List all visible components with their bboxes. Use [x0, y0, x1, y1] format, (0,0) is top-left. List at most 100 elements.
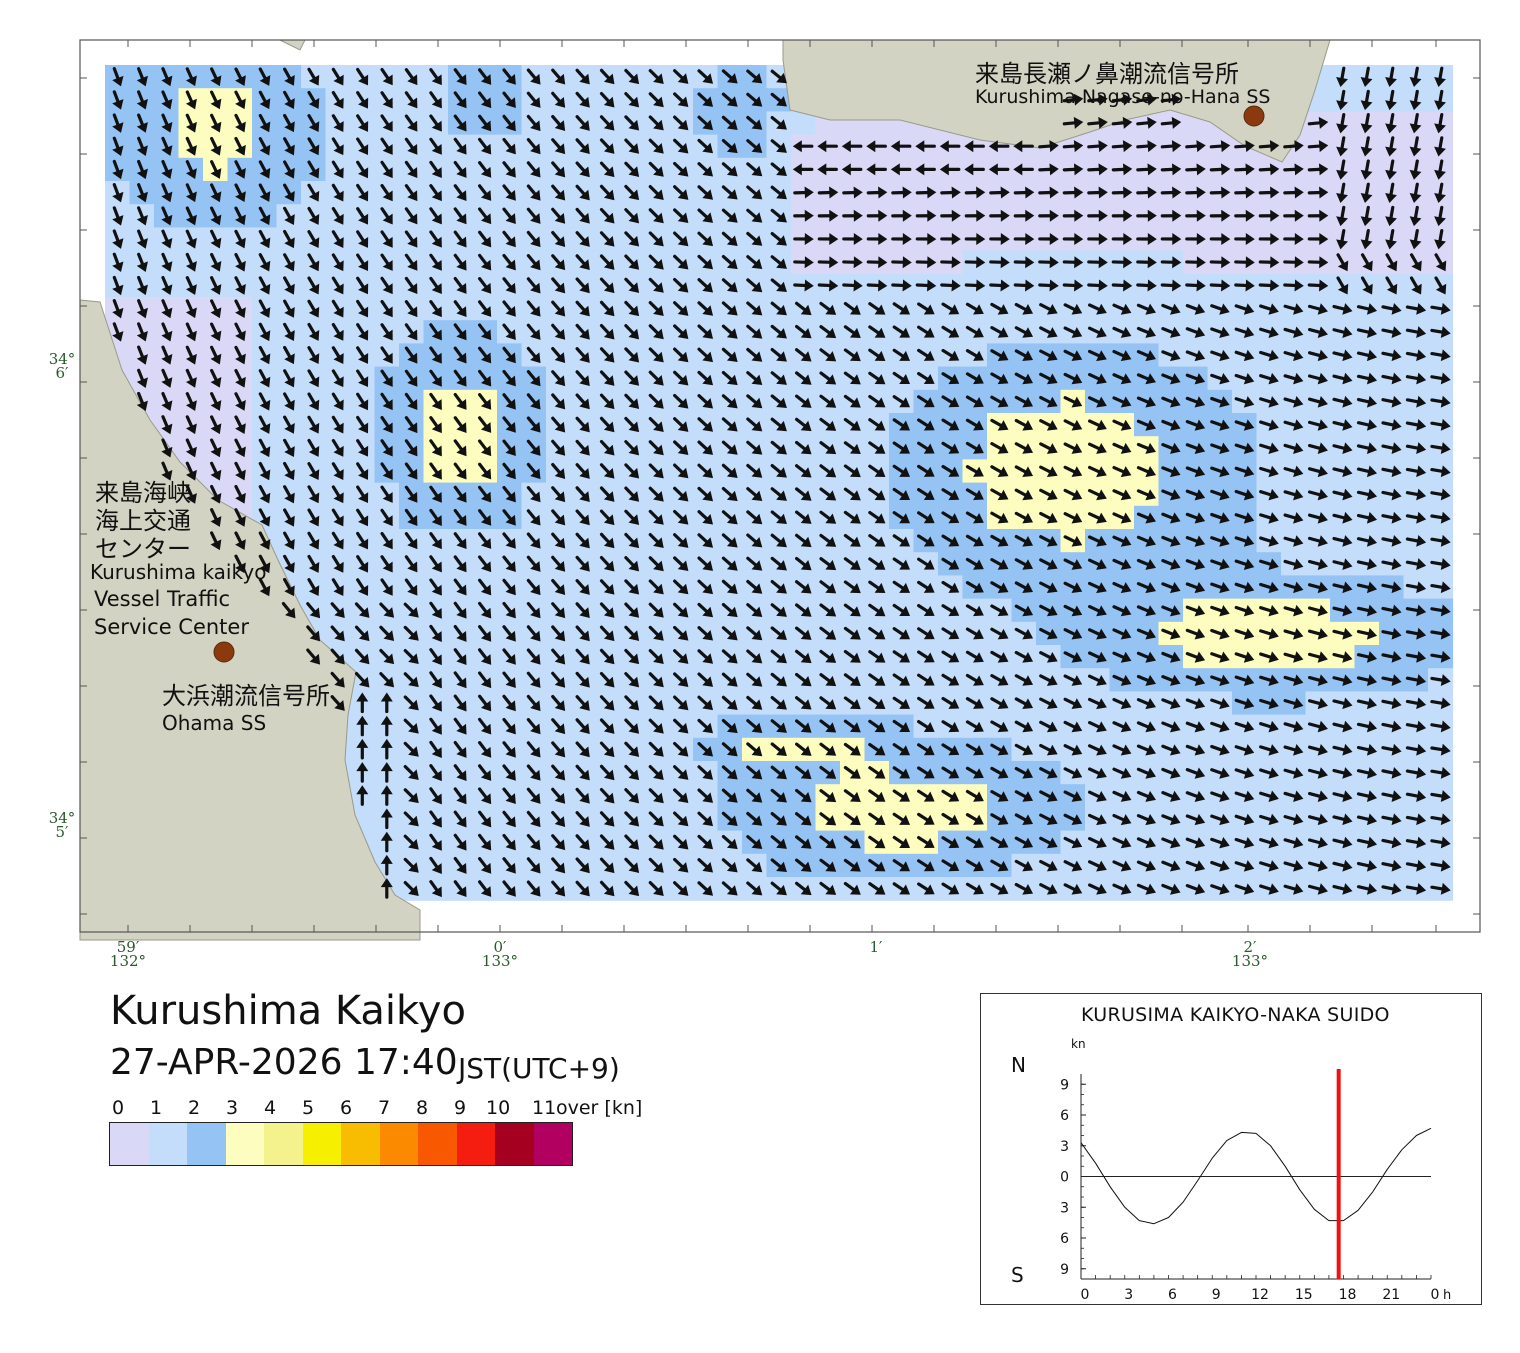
- current-arrow: [1409, 66, 1422, 87]
- current-arrow: [624, 184, 640, 201]
- current-arrow: [721, 162, 738, 177]
- current-arrow: [1409, 89, 1422, 111]
- current-arrow: [770, 69, 787, 84]
- current-arrow: [1136, 140, 1157, 153]
- current-arrow: [793, 233, 814, 246]
- current-arrow: [136, 113, 148, 133]
- current-arrow: [599, 184, 615, 201]
- current-arrow: [648, 185, 664, 200]
- current-arrow: [842, 186, 863, 199]
- current-arrow: [1209, 163, 1231, 176]
- chart-x-tick-label: 21: [1382, 1287, 1400, 1303]
- current-arrow: [599, 231, 615, 247]
- current-arrow: [1336, 136, 1348, 157]
- current-arrow: [161, 229, 173, 249]
- current-arrow: [1434, 159, 1446, 180]
- current-arrow: [575, 68, 590, 85]
- current-arrow: [915, 163, 936, 176]
- current-arrow: [673, 92, 689, 108]
- current-arrow: [136, 90, 148, 110]
- current-arrow: [526, 68, 541, 85]
- current-arrow: [697, 231, 714, 247]
- current-arrow: [817, 233, 839, 246]
- current-arrow: [697, 185, 714, 200]
- current-arrow: [404, 137, 418, 155]
- current-arrow: [842, 209, 863, 222]
- current-arrows: [112, 66, 1451, 899]
- current-arrow: [1038, 140, 1059, 153]
- current-arrow: [575, 184, 590, 201]
- current-arrow: [746, 231, 763, 246]
- legend-swatch: [341, 1123, 380, 1165]
- current-arrow: [185, 67, 197, 87]
- chart-x-tick-label: 18: [1339, 1287, 1357, 1303]
- current-arrow: [599, 138, 615, 154]
- current-arrow: [746, 208, 763, 223]
- current-arrow: [161, 67, 173, 87]
- nagase-station-label-ja: 来島長瀬ノ鼻潮流信号所: [975, 60, 1239, 88]
- current-arrow: [502, 68, 516, 85]
- current-arrow: [673, 161, 689, 177]
- current-arrow: [283, 229, 295, 249]
- current-arrow: [624, 115, 640, 131]
- current-arrow: [1283, 163, 1304, 176]
- current-arrow: [770, 208, 787, 223]
- current-arrow: [453, 184, 467, 202]
- current-arrow: [746, 185, 763, 200]
- current-arrow: [1185, 186, 1206, 199]
- current-arrow: [356, 67, 369, 86]
- current-arrow: [648, 208, 664, 224]
- lon-label-1: 1′: [869, 938, 883, 956]
- current-arrow: [307, 67, 320, 86]
- current-arrow: [648, 231, 664, 247]
- current-arrow: [112, 183, 124, 203]
- current-arrow: [721, 69, 738, 84]
- current-arrow: [161, 136, 173, 156]
- current-arrow: [380, 91, 393, 109]
- current-arrow: [891, 209, 912, 222]
- legend-label: 11: [532, 1097, 557, 1119]
- current-arrow: [404, 68, 418, 86]
- chart-y-unit: kn: [1071, 1037, 1086, 1051]
- current-arrow: [1087, 163, 1108, 176]
- current-arrow: [746, 162, 763, 177]
- current-arrow: [1160, 140, 1182, 153]
- current-arrow: [817, 186, 839, 199]
- current-arrow: [1013, 233, 1035, 246]
- current-arrow: [1258, 209, 1280, 222]
- current-arrow: [964, 140, 985, 153]
- current-arrow: [988, 163, 1010, 176]
- current-arrow: [380, 114, 393, 132]
- legend-swatch: [187, 1123, 226, 1165]
- current-arrow: [673, 208, 689, 224]
- current-arrow: [136, 159, 148, 180]
- current-arrow: [1409, 205, 1422, 227]
- current-arrow: [404, 207, 418, 225]
- current-arrow: [283, 206, 295, 225]
- current-arrow: [331, 183, 344, 202]
- current-arrow: [624, 92, 640, 108]
- current-arrow: [429, 137, 442, 155]
- current-arrow: [648, 161, 664, 177]
- current-arrow: [1360, 89, 1373, 111]
- chart-y-tick-label: 9: [1060, 1077, 1069, 1093]
- current-arrow: [697, 115, 714, 131]
- current-arrow: [1209, 233, 1231, 246]
- current-arrow: [258, 113, 271, 133]
- land-mass: [279, 39, 306, 51]
- current-arrow: [502, 91, 516, 109]
- current-arrow: [940, 209, 961, 222]
- current-arrow: [1385, 159, 1397, 180]
- legend-label: 3: [226, 1097, 239, 1119]
- legend-label: 5: [302, 1097, 315, 1119]
- map-timezone: JST(UTC+9): [458, 1052, 620, 1085]
- legend-label: 1: [150, 1097, 163, 1119]
- current-arrow: [185, 90, 197, 110]
- current-arrow: [1385, 182, 1397, 203]
- current-arrow: [1385, 229, 1397, 250]
- current-arrow: [453, 160, 467, 178]
- current-arrow: [112, 113, 124, 133]
- current-arrow: [210, 229, 222, 249]
- current-arrow: [429, 114, 442, 132]
